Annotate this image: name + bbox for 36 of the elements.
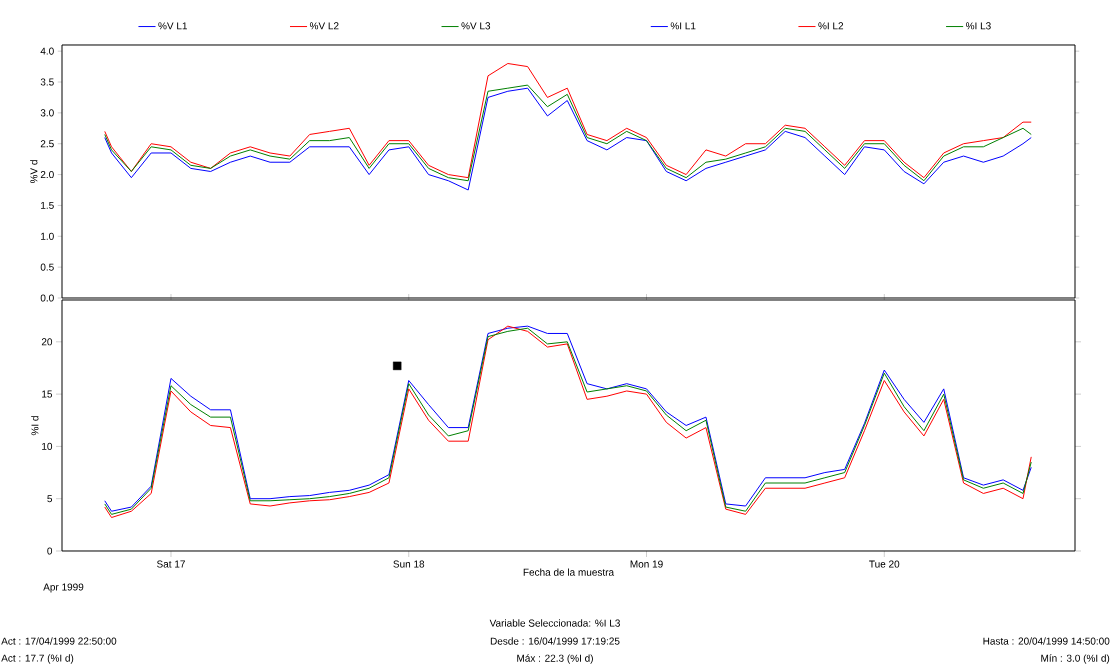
line-series	[104, 63, 1032, 179]
legend-label: %I L3	[966, 22, 991, 30]
x-axis-title: Fecha de la muestra	[523, 568, 615, 576]
text: Variable Seleccionada: %I L3	[489, 619, 620, 627]
x-tick-label: Sat 17	[156, 560, 185, 568]
text: Desde : 16/04/1999 17:19:25	[490, 637, 620, 645]
y-tick-label: 15	[42, 390, 53, 398]
legend-label: %V L1	[158, 22, 187, 30]
y-tick-label: 3.0	[40, 109, 54, 117]
y-axis-title: %I d	[31, 416, 39, 436]
y-tick-label: 10	[42, 442, 53, 450]
legend-label: %V L2	[309, 22, 339, 30]
y-tick-label: 0	[47, 547, 53, 555]
y-tick-label: 0.0	[40, 294, 54, 302]
y-tick-label: 5	[47, 495, 53, 503]
text: Apr 1999	[43, 583, 84, 593]
y-tick-label: 20	[41, 338, 53, 346]
text: Máx : 22.3 (%I d)	[517, 654, 593, 664]
y-tick-label: 3.5	[40, 78, 54, 86]
text: Hasta : 20/04/1999 14:50:00	[983, 637, 1110, 645]
y-tick-label: 4.0	[40, 47, 54, 55]
y-tick-label: 2.5	[40, 140, 54, 148]
x-tick-label: Sun 18	[393, 560, 425, 568]
legend-label: %I L2	[818, 22, 844, 30]
y-tick-label: 1.0	[41, 232, 54, 240]
y-tick-label: 2.0	[40, 171, 54, 179]
legend-label: %I L1	[670, 22, 696, 30]
text: Act : 17.7 (%I d)	[1, 654, 74, 664]
y-tick-label: 1.5	[41, 201, 54, 209]
legend-label: %V L3	[461, 22, 491, 30]
y-axis-title: %V d	[30, 160, 38, 184]
text: Act : 17/04/1999 22:50:00	[1, 637, 117, 645]
x-tick-label: Mon 19	[630, 560, 663, 568]
text: Mín : 3.0 (%I d)	[1041, 654, 1110, 664]
x-tick-label: Tue 20	[869, 560, 900, 568]
y-tick-label: 0.5	[40, 263, 54, 271]
